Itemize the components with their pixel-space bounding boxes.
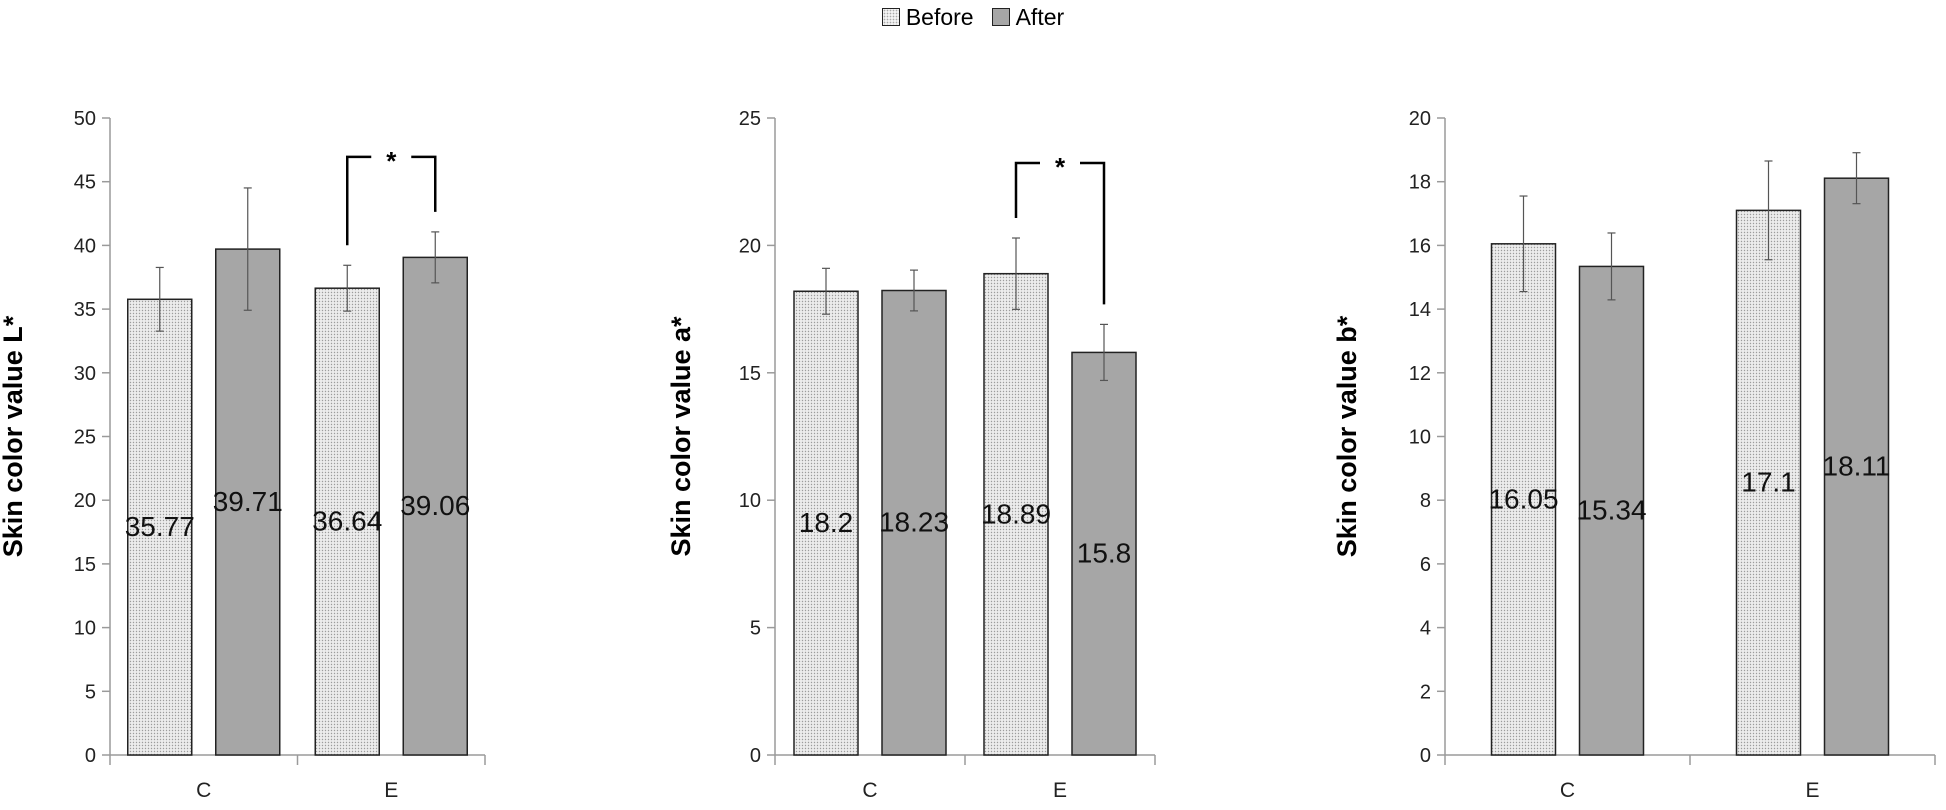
legend-swatch-after xyxy=(991,8,1010,26)
y-tick-label: 15 xyxy=(739,363,761,385)
y-tick-label: 35 xyxy=(74,299,96,321)
data-label: 18.23 xyxy=(879,507,949,538)
y-tick-label: 25 xyxy=(739,108,761,130)
legend-swatch-before xyxy=(881,8,900,26)
bar-before-E xyxy=(314,287,380,756)
significance-marker: * xyxy=(1055,152,1066,182)
y-tick-label: 2 xyxy=(1420,681,1431,703)
y-tick-label: 16 xyxy=(1409,235,1431,257)
y-tick-label: 45 xyxy=(74,172,96,194)
data-label: 39.06 xyxy=(400,490,470,521)
data-label: 15.8 xyxy=(1077,538,1132,569)
data-label: 39.71 xyxy=(213,486,283,517)
significance-marker: * xyxy=(386,146,397,176)
x-category-label: E xyxy=(1805,779,1819,802)
y-tick-label: 5 xyxy=(85,681,96,703)
significance-bracket xyxy=(1014,161,1106,305)
legend-item-before: Before xyxy=(881,3,974,31)
x-category-label: E xyxy=(384,779,398,802)
y-tick-label: 5 xyxy=(750,618,761,640)
y-tick-label: 6 xyxy=(1420,554,1431,576)
y-tick-label: 18 xyxy=(1409,172,1431,194)
x-category-label: C xyxy=(1560,779,1575,802)
y-tick-label: 20 xyxy=(739,235,761,257)
data-label: 17.1 xyxy=(1741,467,1796,498)
data-label: 15.34 xyxy=(1576,495,1646,526)
data-label: 35.77 xyxy=(125,511,195,542)
y-tick-label: 4 xyxy=(1420,618,1431,640)
data-label: 18.11 xyxy=(1823,451,1891,482)
y-tick-label: 10 xyxy=(74,618,96,640)
legend: Before After xyxy=(0,0,1946,34)
y-axis-title: Skin color value b* xyxy=(1332,315,1362,557)
y-axis-title: Skin color value a* xyxy=(666,316,696,557)
y-tick-label: 20 xyxy=(74,490,96,512)
legend-item-after: After xyxy=(991,3,1065,31)
y-tick-label: 8 xyxy=(1420,490,1431,512)
bar-before-C xyxy=(793,290,859,756)
legend-label-after: After xyxy=(1015,3,1065,30)
y-tick-label: 40 xyxy=(74,235,96,257)
y-tick-label: 12 xyxy=(1409,363,1431,385)
bar-after-C xyxy=(881,289,947,756)
y-tick-label: 10 xyxy=(739,490,761,512)
significance-bracket xyxy=(346,155,437,246)
y-tick-label: 0 xyxy=(1420,745,1431,767)
bar-after-E xyxy=(1071,351,1137,756)
chart-panel-1: 0 5 10 15 20 25 30 35 40 45 50 Skin color value L* C… xyxy=(0,108,486,802)
y-axis-title: Skin color value L* xyxy=(0,315,28,557)
data-label: 36.64 xyxy=(312,506,382,537)
bar-after-C xyxy=(1578,265,1645,756)
y-tick-label: 14 xyxy=(1409,299,1431,321)
y-tick-label: 50 xyxy=(74,108,96,130)
x-category-label: C xyxy=(196,779,211,802)
bar-before-E xyxy=(983,272,1049,756)
bar-after-E xyxy=(402,256,468,756)
chart-panel-3: 0 2 4 6 8 10 12 14 16 18 20 Skin color value b* C 16.… xyxy=(1332,108,1936,802)
y-tick-label: 25 xyxy=(74,427,96,449)
bar-after-E xyxy=(1823,177,1890,756)
data-label: 18.2 xyxy=(799,507,854,538)
y-tick-label: 30 xyxy=(74,363,96,385)
chart-panel-2: 0 5 10 15 20 25 Skin color value a* C 18.2 18.23 E… xyxy=(666,108,1156,802)
y-tick-label: 10 xyxy=(1409,427,1431,449)
y-tick-label: 0 xyxy=(750,745,761,767)
y-tick-label: 0 xyxy=(85,745,96,767)
x-category-label: C xyxy=(862,779,877,802)
legend-label-before: Before xyxy=(905,3,974,30)
data-label: 18.89 xyxy=(981,498,1051,529)
data-label: 16.05 xyxy=(1488,483,1558,514)
x-category-label: E xyxy=(1053,779,1067,802)
y-tick-label: 20 xyxy=(1409,108,1431,130)
y-tick-label: 15 xyxy=(74,554,96,576)
